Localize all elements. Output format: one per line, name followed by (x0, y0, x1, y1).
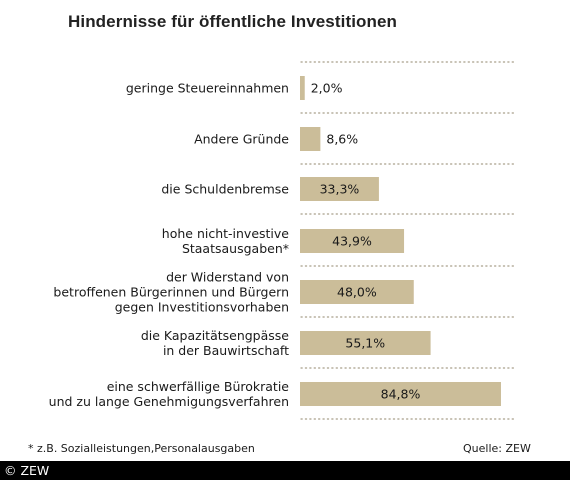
value-label: 84,8% (381, 387, 421, 402)
category-label: Staatsausgaben* (182, 241, 289, 256)
copyright-bar: © ZEW (0, 461, 570, 480)
chart-title: Hindernisse für öffentliche Investitione… (68, 12, 398, 31)
category-label: betroffenen Bürgerinnen und Bürgern (53, 285, 289, 300)
bar-3 (300, 177, 379, 201)
bar-2 (300, 127, 321, 151)
category-label: geringe Steuereinnahmen (126, 81, 289, 96)
bar-6 (300, 331, 431, 355)
category-label: und zu lange Genehmigungsverfahren (49, 394, 289, 409)
value-label: 43,9% (332, 234, 372, 249)
value-label: 33,3% (320, 182, 360, 197)
bar-5 (300, 280, 414, 304)
footnote: * z.B. Sozialleistungen,Personalausgaben (28, 442, 255, 455)
category-label: in der Bauwirtschaft (163, 343, 289, 358)
bar-1 (300, 76, 305, 100)
bar-7 (300, 382, 501, 406)
source-label: Quelle: ZEW (463, 442, 531, 455)
value-label: 8,6% (326, 132, 358, 147)
value-label: 55,1% (345, 336, 385, 351)
category-label: die Kapazitätsengpässe (141, 328, 289, 343)
copyright-text: © ZEW (4, 463, 50, 478)
category-label: gegen Investitionsvorhaben (115, 300, 289, 315)
value-label: 48,0% (337, 285, 377, 300)
category-label: Andere Gründe (194, 132, 289, 147)
bar-4 (300, 229, 405, 253)
category-label: der Widerstand von (166, 270, 289, 285)
value-label: 2,0% (311, 81, 343, 96)
category-label: die Schuldenbremse (161, 182, 289, 197)
category-label: eine schwerfällige Bürokratie (107, 379, 290, 394)
category-label: hohe nicht-investive (162, 226, 290, 241)
bar-chart: 2,0% geringe Steuereinnahmen 8,6% Andere Gr… (49, 61, 517, 420)
